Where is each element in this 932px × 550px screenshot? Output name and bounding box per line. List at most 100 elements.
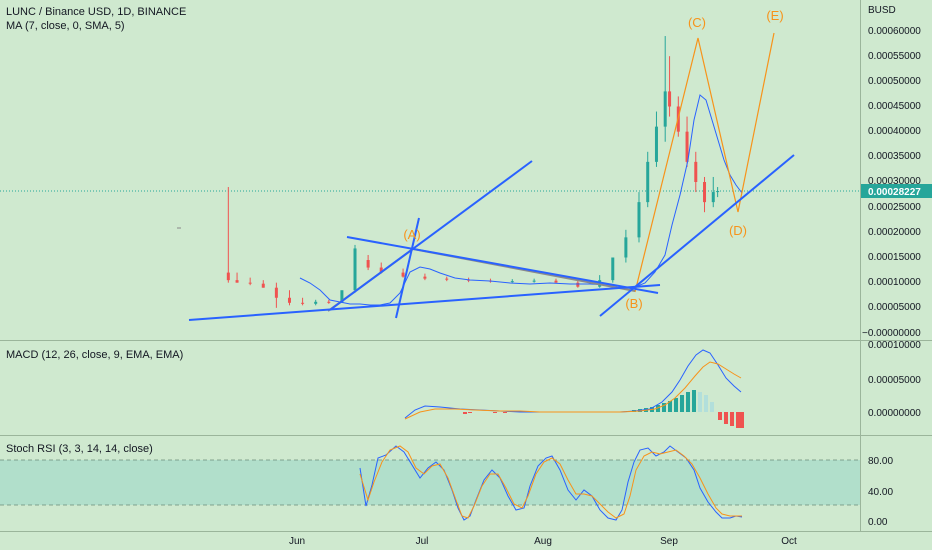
macd-tick: 0.00005000 — [868, 375, 921, 386]
candle-body — [663, 91, 667, 127]
price-tick: 0.00055000 — [868, 51, 921, 62]
pattern-label-b: (B) — [625, 296, 642, 311]
candle-body — [423, 276, 427, 279]
candle-body — [694, 161, 698, 182]
candle-body — [261, 283, 265, 288]
price-pane[interactable] — [0, 0, 860, 340]
time-axis[interactable]: Jun Jul Aug Sep Oct — [289, 536, 797, 547]
macd-bar — [656, 405, 660, 412]
stoch-axis[interactable]: 80.00 40.00 0.00 — [868, 456, 893, 528]
ma-legend[interactable]: MA (7, close, 0, SMA, 5) — [6, 20, 125, 32]
time-tick: Jul — [416, 536, 429, 547]
candle-body — [379, 267, 383, 273]
price-tick: 0.00050000 — [868, 76, 921, 87]
price-tick: 0.00030000 — [868, 176, 921, 187]
axis-currency: BUSD — [868, 5, 896, 16]
time-tick: Sep — [660, 536, 678, 547]
descending-trendline — [346, 236, 659, 294]
candle-body — [711, 192, 715, 203]
candle-body — [401, 272, 405, 277]
candle-body — [248, 282, 252, 284]
candle-body — [576, 282, 580, 287]
pattern-label-c: (C) — [688, 15, 706, 30]
candle-body — [532, 280, 536, 282]
macd-bar — [718, 412, 722, 420]
candle-body — [353, 248, 357, 291]
time-tick: Oct — [781, 536, 797, 547]
price-tick: 0.00005000 — [868, 302, 921, 313]
stoch-tick: 80.00 — [868, 456, 893, 467]
macd-axis[interactable]: 0.00010000 0.00005000 0.00000000 — [868, 340, 921, 419]
candle-body — [274, 287, 278, 298]
macd-signal-line — [404, 361, 742, 420]
steep-trendline — [395, 217, 420, 319]
candle-body — [366, 260, 370, 268]
macd-bar — [724, 412, 728, 424]
ma-line — [299, 94, 743, 306]
macd-bar — [704, 395, 708, 412]
pattern-label-a: (A) — [403, 227, 420, 242]
price-tick: 0.00045000 — [868, 101, 921, 112]
macd-bar — [468, 412, 472, 413]
upper-fan-trendline — [329, 160, 533, 311]
macd-bar — [740, 412, 744, 428]
price-tick: −0.00000000 — [862, 328, 921, 339]
macd-bar — [493, 412, 497, 413]
macd-bar — [503, 412, 507, 413]
pattern-wave-line — [634, 32, 775, 293]
rising-support-trendline — [599, 154, 795, 317]
candle-body — [624, 237, 628, 258]
macd-bar — [686, 392, 690, 412]
candle-body — [510, 281, 514, 283]
price-tick: 0.00035000 — [868, 151, 921, 162]
stoch-tick: 40.00 — [868, 487, 893, 498]
price-tick: 0.00040000 — [868, 126, 921, 137]
candle-body — [654, 126, 658, 162]
price-tick: 0.00025000 — [868, 202, 921, 213]
chart-title[interactable]: LUNC / Binance USD, 1D, BINANCE — [6, 6, 186, 18]
pattern-label-e: (E) — [766, 8, 783, 23]
macd-bar — [730, 412, 734, 426]
macd-tick: 0.00000000 — [868, 408, 921, 419]
candle-body — [646, 161, 650, 203]
candle-body — [637, 202, 641, 238]
candle-body — [235, 280, 239, 283]
time-tick: Jun — [289, 536, 305, 547]
candle-body — [716, 191, 720, 193]
pattern-label-d: (D) — [729, 223, 747, 238]
time-tick: Aug — [534, 536, 552, 547]
candle-body — [287, 297, 291, 303]
price-tick: 0.00060000 — [868, 26, 921, 37]
candle-body — [668, 91, 672, 107]
macd-tick: 0.00010000 — [868, 340, 921, 351]
stoch-legend[interactable]: Stoch RSI (3, 3, 14, 14, close) — [6, 443, 153, 455]
stoch-d-line — [359, 445, 742, 519]
macd-bar — [668, 401, 672, 412]
candle-body — [327, 301, 331, 303]
candle-body — [703, 182, 707, 203]
last-price-badge — [861, 184, 932, 198]
candle-body — [340, 290, 344, 303]
price-axis[interactable]: BUSD 0.00060000 0.00055000 0.00050000 0.… — [862, 5, 921, 339]
macd-bar — [736, 412, 740, 428]
lower-support-trendline — [188, 284, 661, 321]
macd-histogram — [463, 390, 744, 428]
price-tick: 0.00010000 — [868, 277, 921, 288]
macd-bar — [674, 398, 678, 412]
candle-body — [314, 301, 318, 304]
macd-bar — [698, 392, 702, 412]
candle-body — [445, 278, 449, 280]
candle-body — [301, 302, 305, 304]
candle-body — [554, 280, 558, 283]
stoch-tick: 0.00 — [868, 517, 888, 528]
candle-body — [611, 257, 615, 281]
candle-body — [226, 272, 230, 281]
price-tick: 0.00020000 — [868, 227, 921, 238]
macd-legend[interactable]: MACD (12, 26, close, 9, EMA, EMA) — [6, 349, 183, 361]
macd-pane[interactable] — [0, 341, 860, 435]
macd-bar — [710, 402, 714, 412]
last-price-value: 0.00028227 — [868, 187, 921, 198]
macd-bar — [463, 412, 467, 414]
candle-body — [685, 131, 689, 162]
